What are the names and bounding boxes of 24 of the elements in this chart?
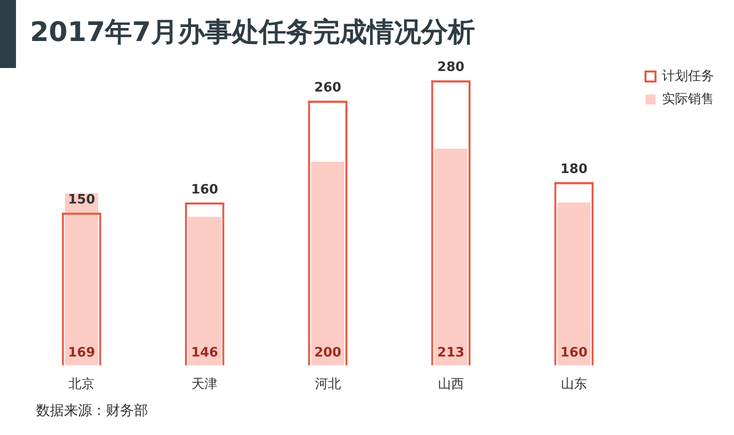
bar bbox=[64, 193, 98, 366]
data-label: 213 bbox=[437, 345, 464, 360]
legend-label: 计划任务 bbox=[662, 68, 714, 84]
data-label: 200 bbox=[314, 345, 342, 360]
chart-title: 2017年7月办事处任务完成情况分析 bbox=[30, 16, 475, 50]
legend-label: 实际销售 bbox=[662, 92, 714, 107]
data-label: 280 bbox=[437, 60, 464, 76]
data-label: 180 bbox=[560, 162, 588, 178]
data-label: 160 bbox=[191, 182, 218, 198]
x-tick-label: 天津 bbox=[192, 376, 218, 391]
source-note: 数据来源：财务部 bbox=[36, 402, 148, 420]
data-label: 160 bbox=[560, 345, 588, 360]
data-label: 150 bbox=[68, 192, 96, 208]
x-tick-label: 河北 bbox=[314, 376, 341, 391]
data-label: 260 bbox=[314, 80, 342, 96]
data-label: 146 bbox=[191, 345, 218, 360]
x-tick-label: 山东 bbox=[560, 376, 587, 391]
bar bbox=[434, 148, 468, 366]
data-label: 169 bbox=[68, 345, 96, 360]
x-tick-label: 山西 bbox=[438, 376, 464, 391]
bar bbox=[188, 216, 222, 366]
bar bbox=[557, 202, 591, 366]
bar bbox=[311, 162, 344, 366]
x-tick-label: 北京 bbox=[68, 376, 95, 391]
